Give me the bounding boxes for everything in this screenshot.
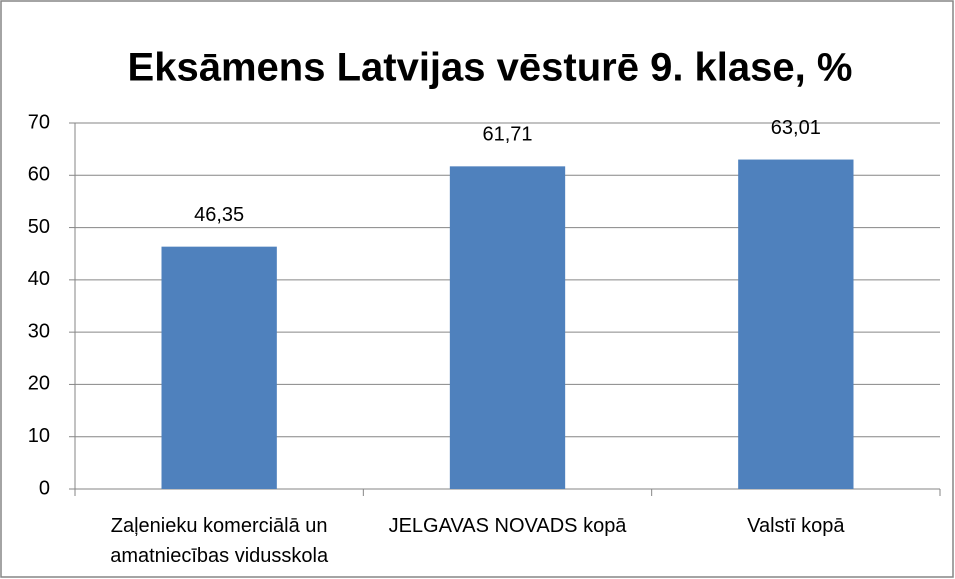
x-tick-label: Zaļenieku komerciālā un amatniecības vid… — [110, 515, 329, 567]
y-tick-label: 50 — [28, 216, 50, 238]
bar — [161, 246, 277, 489]
data-label: 63,01 — [771, 117, 821, 139]
y-tick-label: 0 — [39, 477, 50, 499]
bar — [449, 166, 566, 490]
bar — [738, 159, 854, 489]
data-label: 46,35 — [194, 204, 244, 226]
y-tick-label: 60 — [28, 164, 50, 186]
y-tick-label: 20 — [28, 373, 50, 395]
chart-title: Eksāmens Latvijas vēsturē 9. klase, % — [128, 46, 853, 90]
data-label: 61,71 — [482, 124, 532, 146]
x-tick-label: JELGAVAS NOVADS kopā — [388, 515, 627, 537]
y-tick-label: 10 — [28, 425, 50, 447]
y-tick-label: 40 — [28, 268, 50, 290]
x-tick-label: Valstī kopā — [747, 515, 845, 537]
y-tick-label: 30 — [28, 320, 50, 342]
y-tick-label: 70 — [28, 111, 50, 133]
